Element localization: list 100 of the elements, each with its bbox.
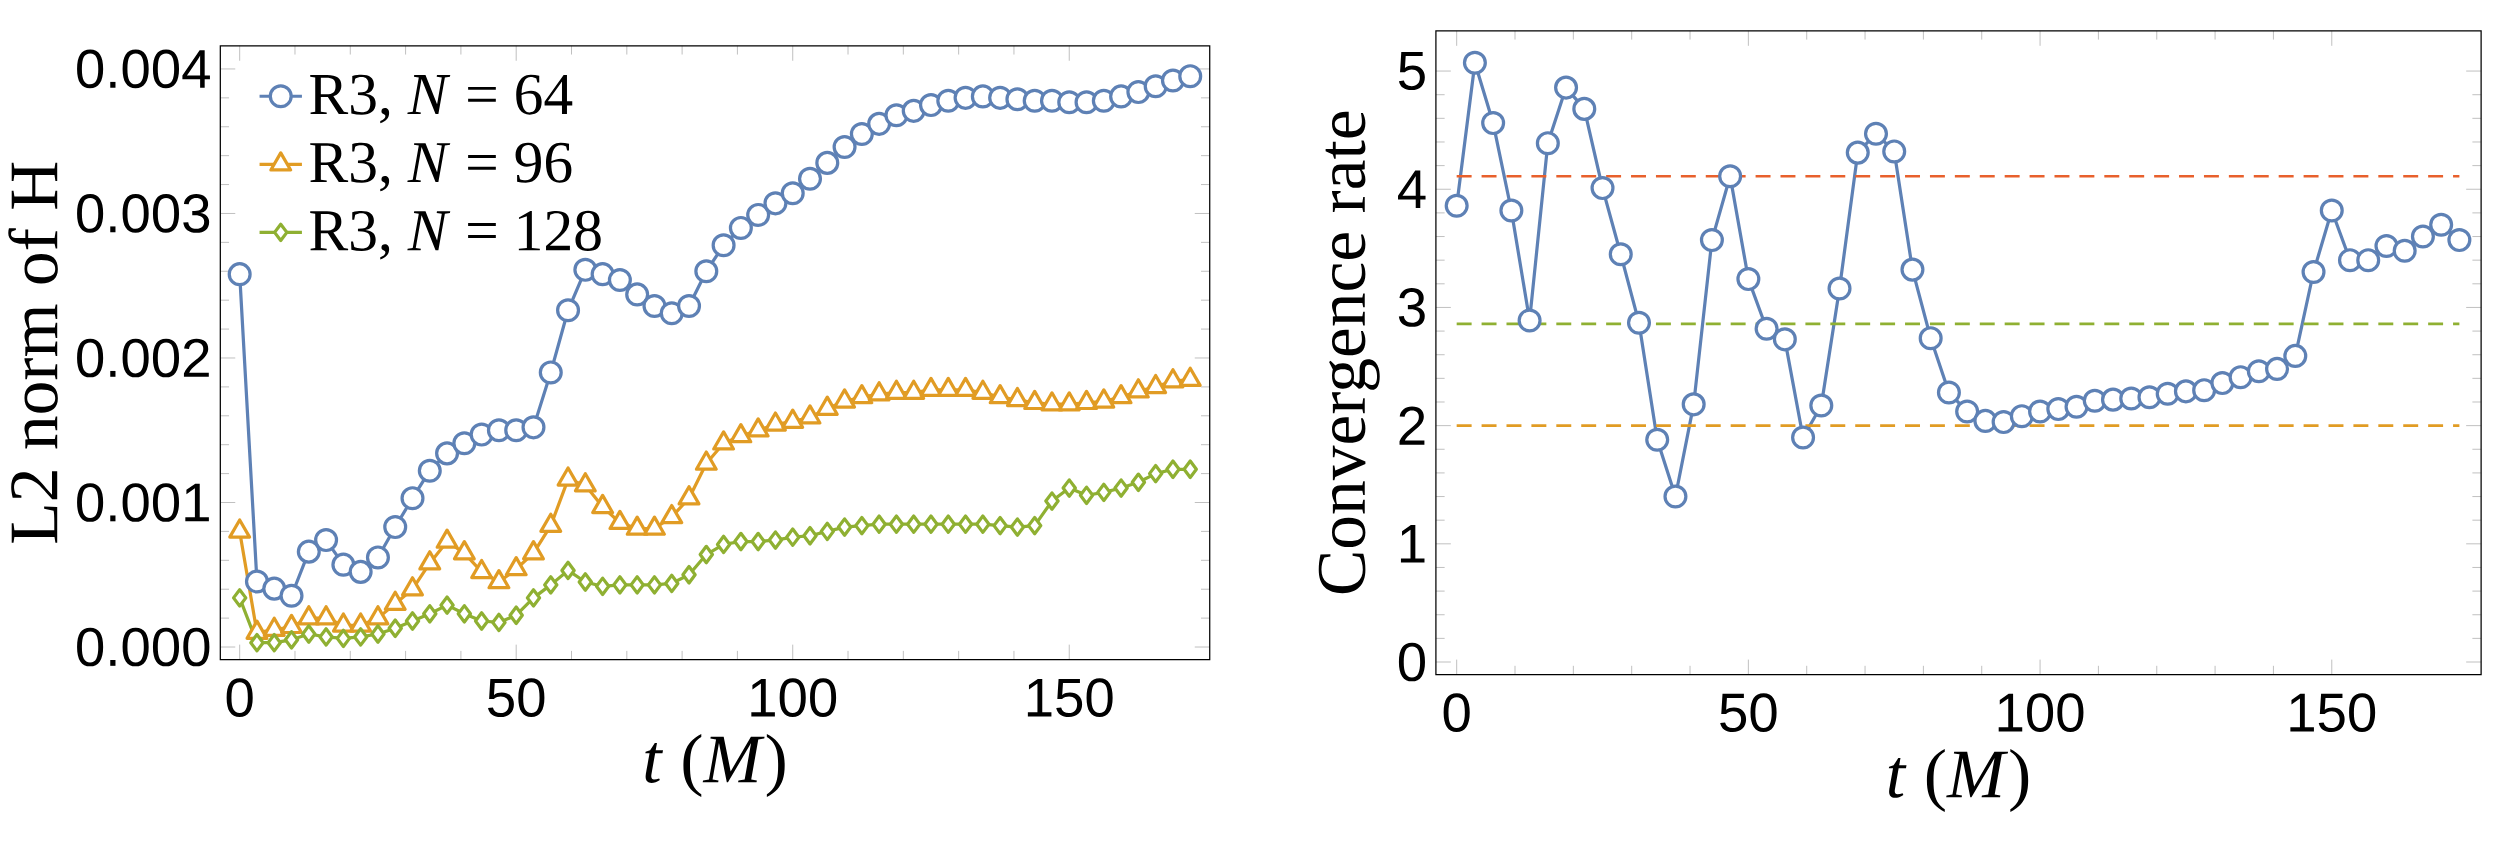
point	[1444, 193, 1469, 218]
point	[780, 181, 805, 206]
point	[1918, 326, 1943, 351]
point	[1626, 310, 1652, 335]
point	[2228, 365, 2253, 390]
point	[279, 583, 304, 608]
point	[262, 576, 287, 601]
point	[348, 559, 373, 584]
y-tick-label: 0	[1398, 642, 1425, 682]
point	[1827, 276, 1852, 301]
point	[1113, 478, 1129, 498]
point	[2429, 212, 2454, 237]
point	[1955, 399, 1980, 424]
point	[715, 534, 732, 555]
y-tick-label: 4	[1398, 170, 1426, 209]
x-tick-label: 100	[751, 678, 837, 718]
point	[2192, 378, 2217, 403]
point	[2374, 233, 2399, 259]
point	[642, 293, 667, 319]
point	[1061, 478, 1078, 498]
point	[1936, 380, 1961, 405]
point	[1462, 50, 1487, 75]
y-axis-title: Convergence rate	[1318, 111, 1380, 594]
point	[1882, 139, 1907, 164]
point	[629, 575, 645, 595]
point	[370, 624, 386, 644]
point	[521, 415, 546, 440]
point	[452, 431, 477, 456]
point	[1147, 463, 1164, 484]
point	[318, 627, 334, 647]
legend-label: R3, N = 128	[310, 210, 601, 260]
point	[746, 202, 771, 227]
point	[560, 560, 576, 581]
point	[594, 576, 611, 597]
point	[296, 539, 321, 564]
x-tick-label: 150	[2290, 693, 2376, 732]
point	[1991, 410, 2016, 435]
y-tick-label: 2	[1399, 406, 1425, 445]
point	[2356, 248, 2381, 273]
legend-label: R3, N = 96	[310, 142, 572, 192]
point	[784, 527, 801, 548]
point	[1608, 242, 1633, 267]
point	[404, 611, 421, 631]
point	[711, 233, 736, 258]
point	[1736, 267, 1761, 292]
point	[625, 282, 650, 307]
point	[1178, 64, 1203, 89]
y-tick-label: 0.001	[77, 483, 209, 522]
y-tick-label: 0.000	[77, 627, 210, 667]
point	[335, 628, 352, 649]
point	[1791, 425, 1816, 450]
y-tick-label: 3	[1398, 288, 1425, 327]
point	[227, 262, 252, 287]
point	[1165, 459, 1181, 480]
point	[1499, 198, 1524, 223]
point	[508, 605, 524, 626]
point	[387, 618, 403, 639]
x-axis-title: t (M)	[1888, 749, 2029, 813]
y-axis-title: L2 norm of H	[8, 162, 58, 543]
point	[815, 150, 840, 175]
point	[1096, 482, 1112, 503]
point	[733, 531, 749, 552]
x-tick-label: 100	[1998, 693, 2084, 732]
point	[2447, 228, 2472, 253]
point	[854, 515, 870, 536]
point	[849, 121, 874, 147]
point	[1772, 327, 1797, 352]
x-axis-title: t (M)	[645, 734, 785, 798]
point	[832, 134, 857, 160]
point	[750, 531, 766, 552]
legend-label: R3, N = 64	[310, 74, 573, 124]
point	[1130, 472, 1147, 493]
point	[2210, 371, 2235, 396]
point	[491, 612, 507, 633]
point	[383, 515, 408, 540]
point	[607, 267, 632, 293]
point	[612, 575, 628, 595]
point	[2064, 394, 2089, 419]
point	[940, 514, 957, 535]
x-tick-label: 150	[1027, 678, 1113, 718]
y-tick-label: 5	[1398, 52, 1425, 91]
point	[331, 552, 356, 577]
point	[1699, 228, 1724, 253]
point	[525, 588, 542, 608]
point	[975, 514, 991, 535]
point	[422, 604, 438, 624]
point	[1009, 517, 1026, 537]
point	[836, 517, 853, 537]
point	[301, 624, 317, 644]
point	[2301, 259, 2326, 285]
point	[1845, 140, 1870, 165]
point	[728, 215, 753, 241]
x-tick-label: 50	[1720, 693, 1777, 732]
point	[352, 627, 369, 647]
point	[676, 293, 702, 319]
point	[400, 486, 425, 511]
point	[556, 298, 581, 323]
point	[1481, 111, 1506, 136]
point	[231, 588, 248, 608]
point	[2265, 356, 2290, 381]
